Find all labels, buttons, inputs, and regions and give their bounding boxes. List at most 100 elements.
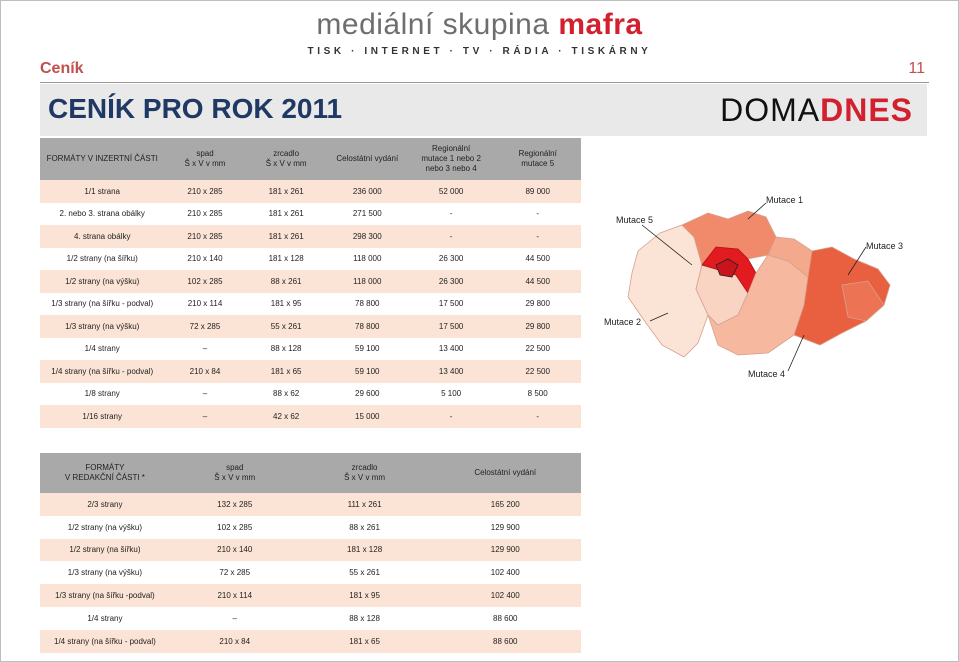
table1-header-0: FORMÁTY V INZERTNÍ ČÁSTI [40,138,165,180]
value-cell: 22 500 [494,360,581,383]
value-cell: 129 900 [429,538,581,562]
table1-header-3: Celostátní vydání [326,138,408,180]
table-row: 1/2 strany (na šířku) 210 x 140 181 x 128 1… [40,247,581,270]
value-cell: 72 x 285 [169,561,300,585]
table-row: 1/1 strana 210 x 285 181 x 261 236 000 52 00… [40,180,581,203]
format-name-cell: 1/2 strany (na výšku) [40,270,165,293]
table-row: 1/8 strany –88 x 62 29 600 5 100 8 500 [40,382,581,405]
brand-tagline: TISK · INTERNET · TV · RÁDIA · TISKÁRNY [307,46,652,57]
table-row: 1/3 strany (na výšku) 72 x 285 55 x 261 78 … [40,315,581,338]
value-cell: 102 x 285 [169,515,300,539]
value-cell: 5 100 [407,382,495,405]
value-cell: 210 x 285 [164,180,246,203]
table2-header-1: spad Š x V v mm [169,453,300,493]
format-name-cell: 1/4 strany (na šířku - podval) [40,360,165,383]
format-name-cell: 1/8 strany [40,382,165,405]
table2-header-0: FORMÁTY V REDAKČNÍ ČÁSTI * [40,453,170,493]
table-row: 1/2 strany (na výšku) 102 x 285 88 x 261 11… [40,270,581,293]
value-cell: - [407,405,495,428]
value-cell: - [494,202,581,225]
format-name-cell: 1/3 strany (na výšku) [40,561,170,585]
value-cell: 13 400 [407,360,495,383]
value-cell: 210 x 285 [164,225,246,248]
value-cell: 72 x 285 [164,315,246,338]
value-cell: – [169,606,300,630]
map-label-mutace-1: Mutace 1 [766,195,803,205]
value-cell: 88 x 128 [245,337,327,360]
table-row: 1/3 strany (na šířku - podval) 210 x 114 1… [40,292,581,315]
regional-map: Mutace 5 Mutace 1 Mutace 3 Mutace 2 Muta… [604,195,903,379]
value-cell: 55 x 261 [299,561,430,585]
table-row: 1/4 strany (na šířku - podval) 210 x 84 18… [40,629,581,653]
value-cell: 210 x 140 [169,538,300,562]
value-cell: - [407,202,495,225]
value-cell: 210 x 114 [169,584,300,607]
table-row: 1/3 strany (na výšku) 72 x 285 55 x 261 102… [40,561,581,585]
brand-wordmark: mediální skupina mafra [316,8,643,41]
page-number: 11 [908,60,925,77]
value-cell: 17 500 [407,315,495,338]
format-name-cell: 2/3 strany [40,493,170,516]
value-cell: 88 600 [429,629,581,653]
brand-header: mediální skupina mafra TISK · INTERNET ·… [0,8,959,57]
domadnes-logo: DOMADNES [720,92,913,128]
value-cell: 8 500 [494,382,581,405]
ad-formats-table: FORMÁTY V INZERTNÍ ČÁSTI spad Š x V v mm z… [40,138,581,428]
value-cell: 59 100 [326,360,408,383]
format-name-cell: 1/4 strany [40,606,170,630]
format-name-cell: 1/4 strany (na šířku - podval) [40,629,170,653]
value-cell: – [164,382,246,405]
value-cell: 181 x 65 [299,629,430,653]
format-name-cell: 1/2 strany (na šířku) [40,247,165,270]
table1-header-2: zrcadlo Š x V v mm [245,138,327,180]
format-name-cell: 1/4 strany [40,337,165,360]
format-name-cell: 1/2 strany (na šířku) [40,538,170,562]
value-cell: - [407,225,495,248]
value-cell: 88 x 128 [299,606,430,630]
value-cell: 44 500 [494,270,581,293]
value-cell: 129 900 [429,515,581,539]
value-cell: 181 x 261 [245,180,327,203]
value-cell: 78 800 [326,315,408,338]
value-cell: 22 500 [494,337,581,360]
table1-header-4: Regionální mutace 1 nebo 2 nebo 3 nebo 4 [407,138,495,180]
format-name-cell: 1/3 strany (na šířku -podval) [40,584,170,607]
map-label-mutace-3: Mutace 3 [866,241,903,251]
value-cell: - [494,405,581,428]
value-cell: 59 100 [326,337,408,360]
value-cell: 181 x 128 [299,538,430,562]
value-cell: 271 500 [326,202,408,225]
value-cell: 29 800 [494,315,581,338]
format-name-cell: 1/3 strany (na šířku - podval) [40,292,165,315]
value-cell: 29 600 [326,382,408,405]
section-label: Ceník [40,60,84,77]
value-cell: 210 x 84 [169,629,300,653]
value-cell: 17 500 [407,292,495,315]
table2-header-2: zrcadlo Š x V v mm [299,453,430,493]
value-cell: 210 x 84 [164,360,246,383]
region-mutace-5-core [715,258,739,278]
table-row: 1/3 strany (na šířku -podval) 210 x 114 18… [40,584,581,607]
value-cell: – [164,337,246,360]
value-cell: 236 000 [326,180,408,203]
value-cell: 181 x 95 [245,292,327,315]
value-cell: 165 200 [429,493,581,516]
value-cell: 88 x 261 [245,270,327,293]
format-name-cell: 1/2 strany (na výšku) [40,515,170,539]
value-cell: 78 800 [326,292,408,315]
value-cell: 88 x 261 [299,515,430,539]
format-name-cell: 1/16 strany [40,405,165,428]
value-cell: 181 x 128 [245,247,327,270]
value-cell: - [494,225,581,248]
value-cell: 181 x 261 [245,225,327,248]
value-cell: 26 300 [407,247,495,270]
value-cell: 181 x 95 [299,584,430,607]
value-cell: 181 x 261 [245,202,327,225]
value-cell: 298 300 [326,225,408,248]
table-row: 1/16 strany –42 x 62 15 000- - [40,405,581,428]
value-cell: 118 000 [326,270,408,293]
table-row: 1/2 strany (na šířku) 210 x 140 181 x 128 1… [40,538,581,562]
table2-header-3: Celostátní vydání [429,453,581,493]
value-cell: 210 x 285 [164,202,246,225]
value-cell: 42 x 62 [245,405,327,428]
